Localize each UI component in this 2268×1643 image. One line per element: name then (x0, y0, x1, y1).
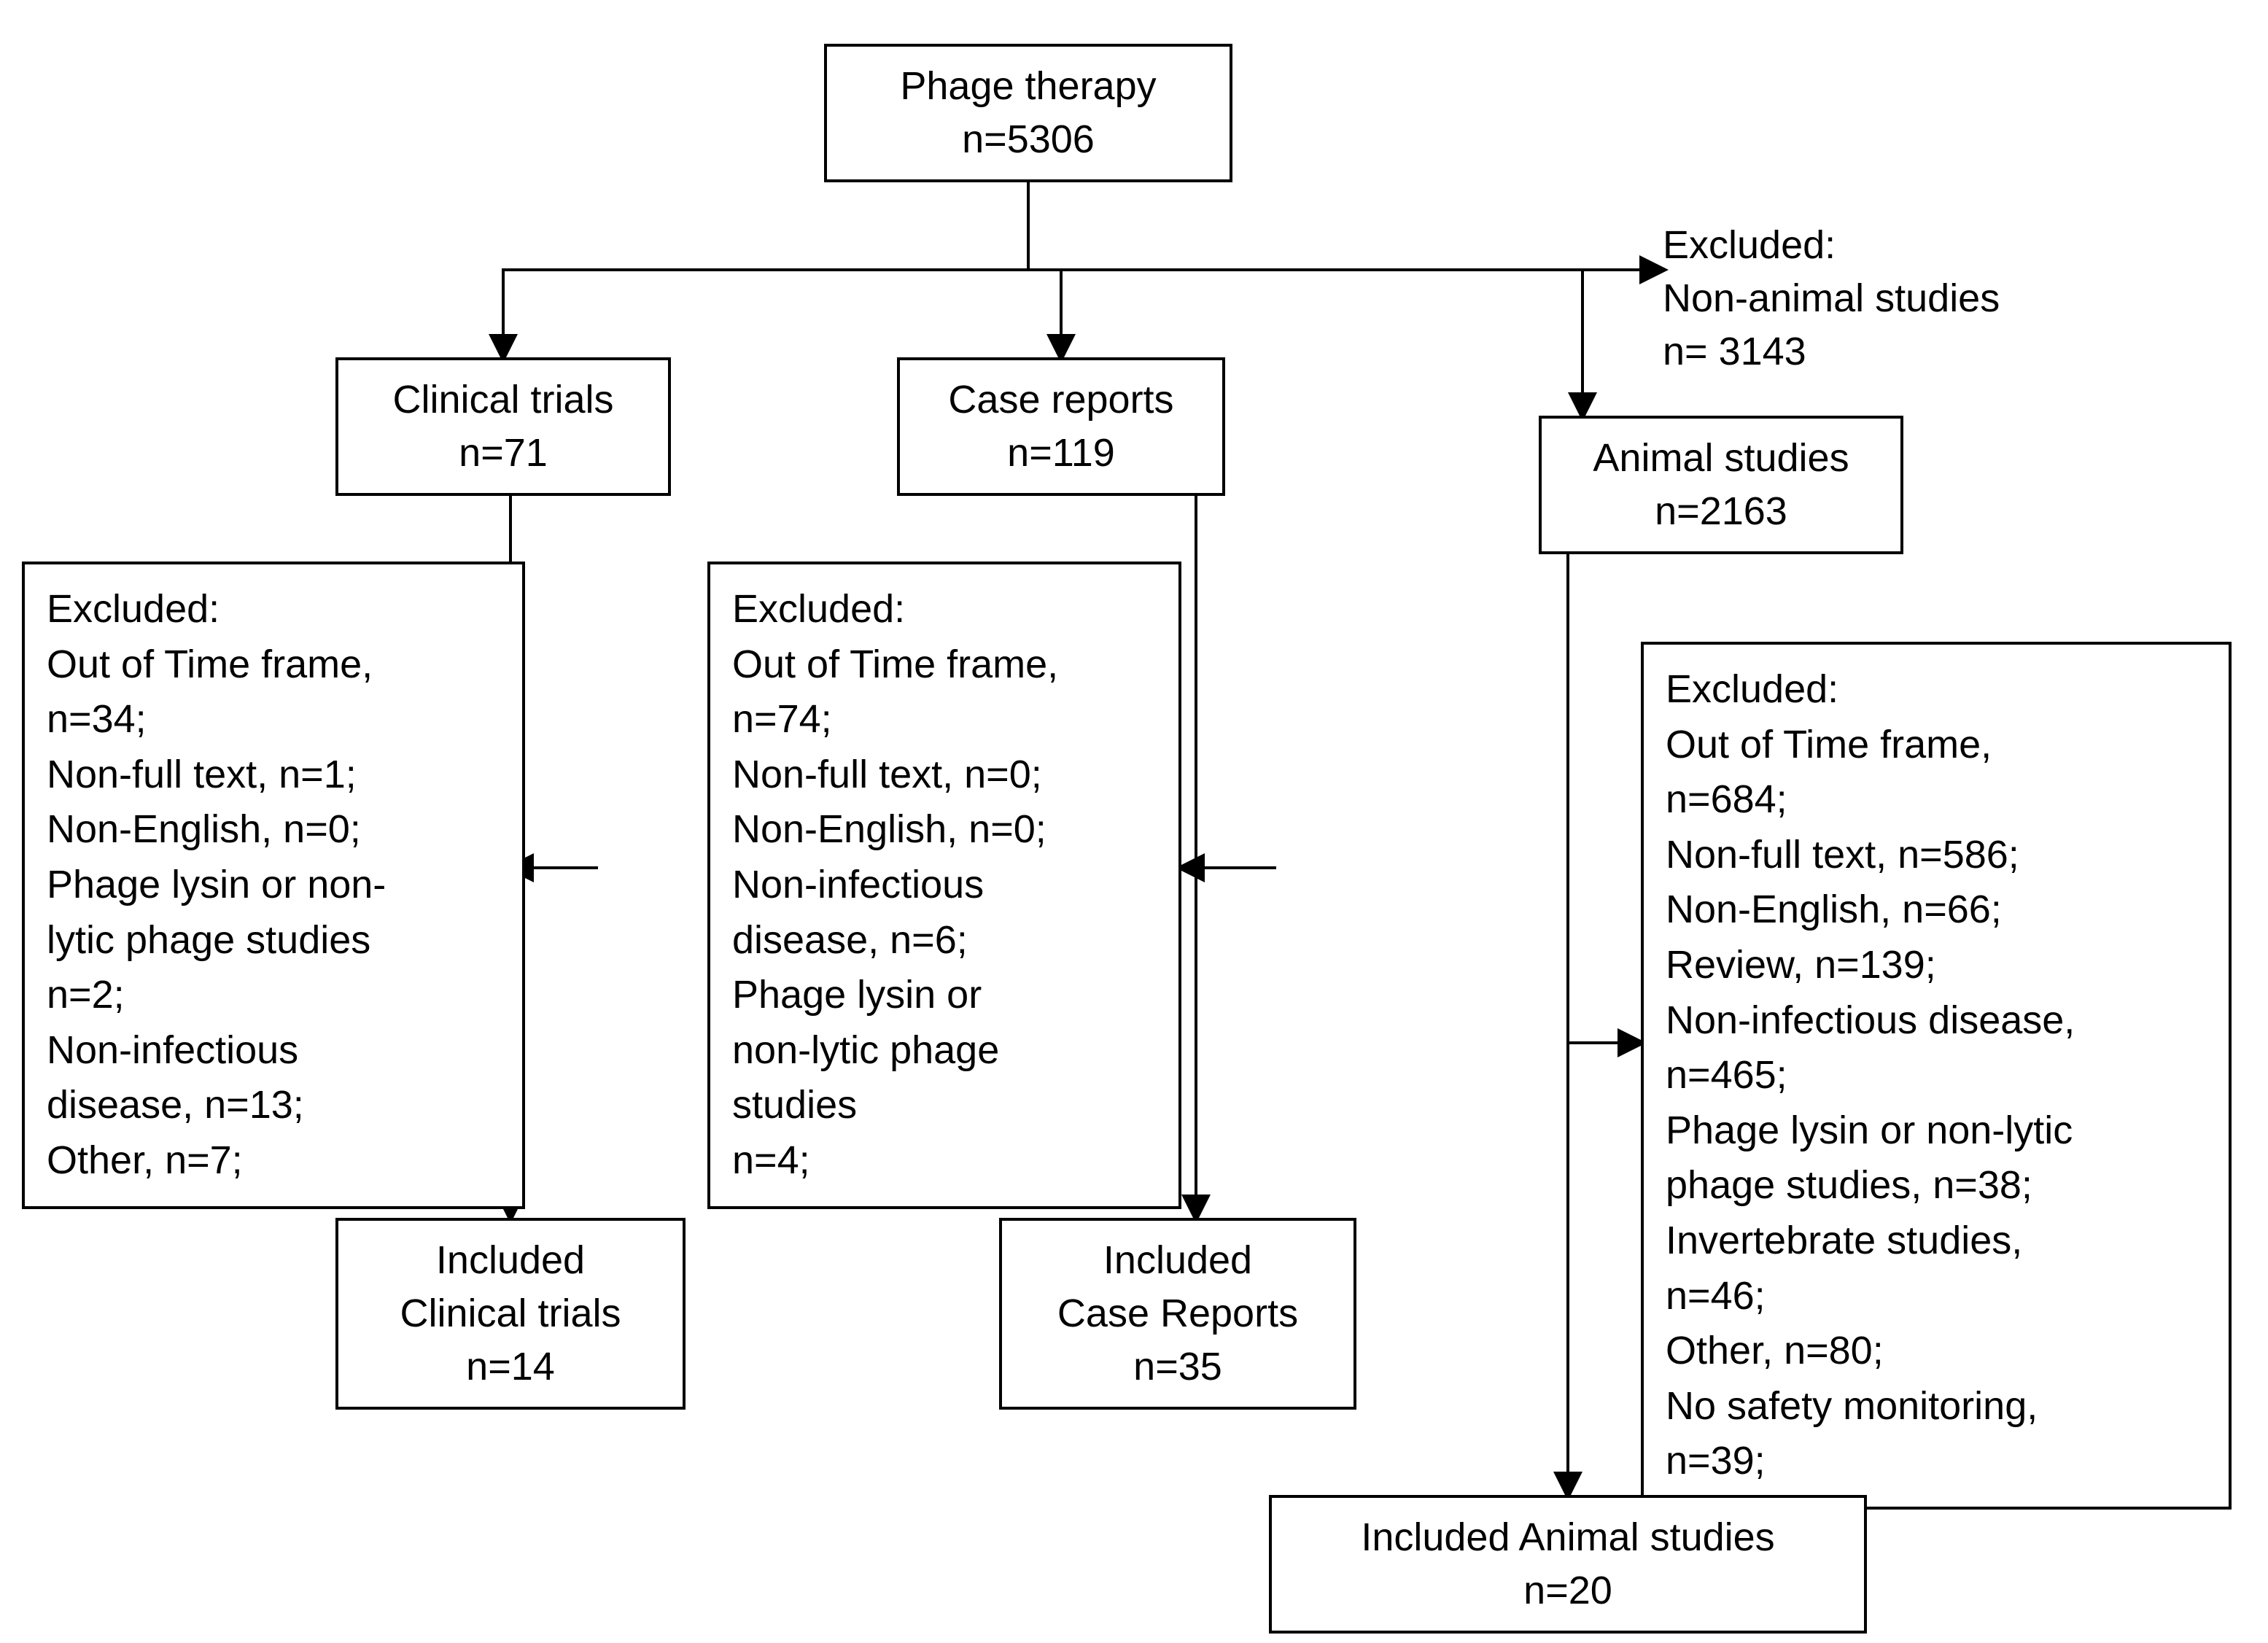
ex-nonanimal-line0: Non-animal studies (1663, 272, 2188, 325)
ex-animal-title: Excluded: (1666, 662, 2207, 718)
ex-clinical-l3: Non-English, n=0; (47, 802, 500, 858)
ex-animal-l9: Invertebrate studies, (1666, 1213, 2207, 1269)
ex-case-l7: non-lytic phage (732, 1023, 1157, 1079)
ex-case-l2: Non-full text, n=0; (732, 747, 1157, 803)
node-included-clinical: Included Clinical trials n=14 (335, 1218, 686, 1410)
inc-case-l0: Case Reports (1022, 1287, 1333, 1340)
ex-case-l4: Non-infectious (732, 858, 1157, 913)
node-excluded-case: Excluded: Out of Time frame, n=74; Non-f… (707, 562, 1181, 1209)
ex-clinical-l1: n=34; (47, 692, 500, 747)
node-included-case: Included Case Reports n=35 (999, 1218, 1356, 1410)
case-title: Case reports (920, 373, 1202, 427)
ex-animal-l2: Non-full text, n=586; (1666, 828, 2207, 883)
ex-animal-l7: Phage lysin or non-lytic (1666, 1103, 2207, 1159)
node-excluded-clinical: Excluded: Out of Time frame, n=34; Non-f… (22, 562, 525, 1209)
ex-animal-l0: Out of Time frame, (1666, 718, 2207, 773)
clinical-title: Clinical trials (359, 373, 648, 427)
node-clinical-trials: Clinical trials n=71 (335, 357, 671, 496)
node-case-reports: Case reports n=119 (897, 357, 1225, 496)
ex-animal-l4: Review, n=139; (1666, 938, 2207, 993)
ex-case-l5: disease, n=6; (732, 913, 1157, 968)
node-excluded-non-animal: Excluded: Non-animal studies n= 3143 (1663, 219, 2188, 387)
root-title: Phage therapy (847, 60, 1209, 113)
ex-clinical-l4: Phage lysin or non- (47, 858, 500, 913)
ex-animal-l8: phage studies, n=38; (1666, 1158, 2207, 1213)
ex-animal-l12: No safety monitoring, (1666, 1379, 2207, 1434)
ex-case-l1: n=74; (732, 692, 1157, 747)
inc-clinical-title: Included (359, 1234, 662, 1287)
node-animal-studies: Animal studies n=2163 (1539, 416, 1903, 554)
inc-case-l1: n=35 (1022, 1340, 1333, 1394)
ex-case-l0: Out of Time frame, (732, 637, 1157, 693)
ex-animal-l1: n=684; (1666, 772, 2207, 828)
ex-case-l9: n=4; (732, 1133, 1157, 1189)
ex-animal-l10: n=46; (1666, 1269, 2207, 1324)
clinical-count: n=71 (359, 427, 648, 480)
ex-animal-l3: Non-English, n=66; (1666, 882, 2207, 938)
root-count: n=5306 (847, 113, 1209, 166)
ex-animal-l6: n=465; (1666, 1048, 2207, 1103)
flowchart-canvas: Phage therapy n=5306 Clinical trials n=7… (0, 0, 2268, 1643)
ex-clinical-l0: Out of Time frame, (47, 637, 500, 693)
ex-case-l8: studies (732, 1078, 1157, 1133)
ex-clinical-l7: Non-infectious (47, 1023, 500, 1079)
ex-animal-l13: n=39; (1666, 1434, 2207, 1489)
ex-animal-l5: Non-infectious disease, (1666, 993, 2207, 1049)
ex-clinical-l2: Non-full text, n=1; (47, 747, 500, 803)
inc-animal-title: Included Animal studies (1292, 1511, 1844, 1564)
ex-clinical-l6: n=2; (47, 968, 500, 1023)
inc-case-title: Included (1022, 1234, 1333, 1287)
inc-clinical-l0: Clinical trials (359, 1287, 662, 1340)
ex-animal-l11: Other, n=80; (1666, 1324, 2207, 1379)
ex-clinical-title: Excluded: (47, 582, 500, 637)
ex-case-l6: Phage lysin or (732, 968, 1157, 1023)
case-count: n=119 (920, 427, 1202, 480)
node-excluded-animal: Excluded: Out of Time frame, n=684; Non-… (1641, 642, 2232, 1510)
node-root: Phage therapy n=5306 (824, 44, 1232, 182)
ex-case-l3: Non-English, n=0; (732, 802, 1157, 858)
ex-nonanimal-line1: n= 3143 (1663, 325, 2188, 378)
ex-nonanimal-title: Excluded: (1663, 219, 2188, 272)
inc-animal-count: n=20 (1292, 1564, 1844, 1617)
inc-clinical-l1: n=14 (359, 1340, 662, 1394)
ex-case-title: Excluded: (732, 582, 1157, 637)
ex-clinical-l5: lytic phage studies (47, 913, 500, 968)
ex-clinical-l8: disease, n=13; (47, 1078, 500, 1133)
node-included-animal: Included Animal studies n=20 (1269, 1495, 1867, 1634)
animal-title: Animal studies (1562, 432, 1880, 485)
animal-count: n=2163 (1562, 485, 1880, 538)
ex-clinical-l9: Other, n=7; (47, 1133, 500, 1189)
